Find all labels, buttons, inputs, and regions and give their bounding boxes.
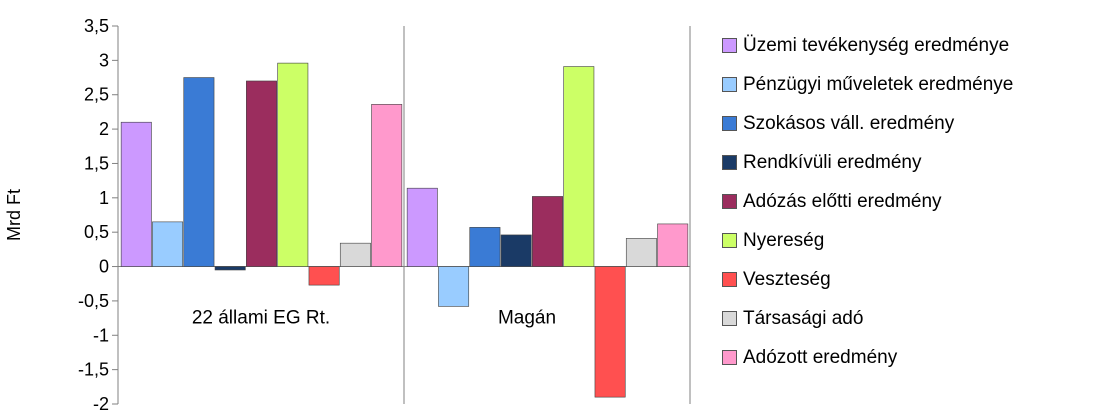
y-tick-label: -1	[93, 325, 109, 345]
bar	[120, 121, 152, 267]
bar	[438, 266, 470, 307]
y-tick-label: -1,5	[78, 360, 109, 380]
legend-label: Rendkívüli eredmény	[743, 151, 922, 173]
legend-item: Adózás előtti eredmény	[722, 182, 1013, 221]
legend-label: Veszteség	[743, 268, 831, 290]
legend-label: Szokásos váll. eredmény	[743, 112, 955, 134]
bar	[469, 227, 501, 267]
bar	[152, 221, 184, 267]
legend-item: Rendkívüli eredmény	[722, 143, 1013, 182]
legend-swatch	[722, 350, 737, 365]
y-tick-label: 2,5	[84, 85, 109, 105]
legend-item: Pénzügyi műveletek eredménye	[722, 65, 1013, 104]
legend-label: Adózás előtti eredmény	[743, 190, 942, 212]
bar	[339, 242, 371, 267]
y-tick-label: 3,5	[84, 16, 109, 36]
legend-item: Veszteség	[722, 260, 1013, 299]
bar	[625, 238, 657, 267]
legend-swatch	[722, 155, 737, 170]
bar	[183, 77, 215, 267]
y-tick-label: 1	[99, 188, 109, 208]
legend-item: Nyereség	[722, 221, 1013, 260]
y-tick-label: 1,5	[84, 153, 109, 173]
bar	[657, 223, 689, 267]
legend-swatch	[722, 38, 737, 53]
legend-label: Üzemi tevékenység eredménye	[743, 34, 1010, 56]
legend-swatch	[722, 116, 737, 131]
bar	[563, 66, 595, 267]
legend-item: Üzemi tevékenység eredménye	[722, 26, 1013, 65]
bar	[214, 266, 246, 271]
bar	[500, 234, 532, 267]
legend-label: Nyereség	[743, 229, 825, 251]
y-tick-label: -2	[93, 394, 109, 410]
bar	[371, 104, 403, 267]
legend-label: Pénzügyi műveletek eredménye	[743, 73, 1014, 95]
legend-swatch	[722, 77, 737, 92]
bar	[532, 196, 563, 267]
legend-label: Adózott eredmény	[743, 346, 898, 368]
bar	[277, 62, 309, 267]
bar	[246, 80, 277, 267]
legend-swatch	[722, 272, 737, 287]
legend-swatch	[722, 311, 737, 326]
legend-swatch	[722, 194, 737, 209]
y-tick-label: 3	[99, 50, 109, 70]
y-axis-title: Mrd Ft	[4, 189, 24, 241]
y-tick-label: 0,5	[84, 222, 109, 242]
y-tick-label: 2	[99, 119, 109, 139]
y-tick-label: 0	[99, 257, 109, 277]
legend-swatch	[722, 233, 737, 248]
bar	[594, 266, 626, 398]
bar	[406, 187, 438, 267]
legend-item: Szokásos váll. eredmény	[722, 104, 1013, 143]
category-label: Magán	[498, 308, 556, 329]
bar	[308, 266, 340, 286]
legend-label: Társasági adó	[743, 307, 864, 329]
legend-item: Társasági adó	[722, 299, 1013, 338]
legend-item: Adózott eredmény	[722, 338, 1013, 377]
chart-legend: Üzemi tevékenység eredménye Pénzügyi műve…	[722, 26, 1013, 377]
y-tick-label: -0,5	[78, 291, 109, 311]
category-label: 22 állami EG Rt.	[192, 308, 330, 329]
